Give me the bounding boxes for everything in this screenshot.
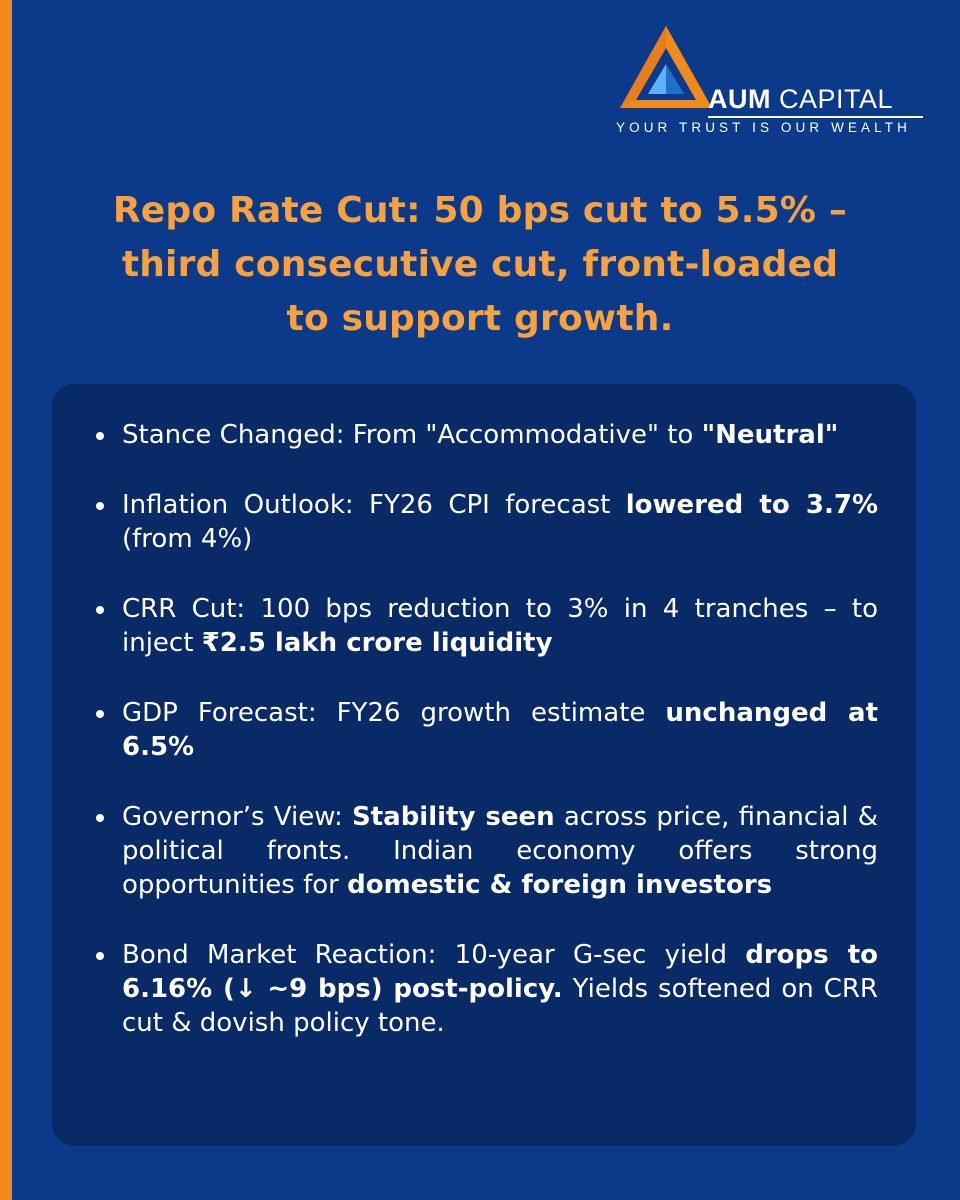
bullet-emphasis: lowered to 3.7% bbox=[625, 490, 879, 520]
aum-capital-logo: AUM CAPITAL YOUR TRUST IS OUR WEALTH bbox=[612, 24, 928, 144]
brand-name: AUM CAPITAL bbox=[708, 84, 893, 115]
brand-name-bold: AUM bbox=[708, 84, 771, 114]
key-points-card: Stance Changed: From "Accommodative" to … bbox=[52, 384, 916, 1146]
bullet-text: across price, financial & political fron… bbox=[122, 802, 879, 900]
bullet-emphasis: domestic & foreign investors bbox=[347, 870, 773, 900]
bullet-emphasis: Stability seen bbox=[352, 802, 555, 832]
bullet-emphasis: ₹2.5 lakh crore liquidity bbox=[201, 628, 553, 658]
brand-name-rest: CAPITAL bbox=[779, 84, 894, 114]
bullet-text: Governor’s View: bbox=[122, 802, 352, 832]
triangle-logo-icon bbox=[620, 26, 712, 108]
logo-divider bbox=[708, 116, 923, 118]
headline-line-2: third consecutive cut, front-loaded bbox=[121, 244, 839, 285]
bullet-item: Stance Changed: From "Accommodative" to … bbox=[96, 418, 878, 452]
bullet-emphasis: drops to 6.16% (↓ ~9 bps) post-policy. bbox=[122, 940, 879, 1004]
bullet-item: Inflation Outlook: FY26 CPI forecast low… bbox=[96, 488, 879, 556]
bullet-item: Bond Market Reaction: 10-year G-sec yiel… bbox=[96, 938, 879, 1040]
bullet-text: Inflation Outlook: FY26 CPI forecast bbox=[122, 490, 626, 520]
key-points-list: Stance Changed: From "Accommodative" to … bbox=[96, 418, 879, 1076]
headline-line-1: Repo Rate Cut: 50 bps cut to 5.5% – bbox=[112, 190, 848, 231]
bullet-text: CRR Cut: 100 bps reduction to 3% in 4 tr… bbox=[122, 594, 878, 658]
brand-tagline: YOUR TRUST IS OUR WEALTH bbox=[616, 120, 911, 135]
bullet-text: GDP Forecast: FY26 growth estimate bbox=[122, 698, 666, 728]
bullet-item: GDP Forecast: FY26 growth estimate uncha… bbox=[96, 696, 878, 764]
bullet-text: Stance Changed: From "Accommodative" to bbox=[122, 420, 702, 450]
headline-line-3: to support growth. bbox=[286, 298, 674, 339]
bullet-text: (from 4%) bbox=[122, 524, 253, 554]
headline: Repo Rate Cut: 50 bps cut to 5.5% – thir… bbox=[40, 184, 920, 346]
bullet-emphasis: unchanged at 6.5% bbox=[122, 698, 878, 762]
bullet-text: Bond Market Reaction: 10-year G-sec yiel… bbox=[122, 940, 746, 970]
bullet-text: Yields softened on CRR cut & dovish poli… bbox=[122, 974, 878, 1038]
bullet-item: CRR Cut: 100 bps reduction to 3% in 4 tr… bbox=[96, 592, 878, 660]
bullet-emphasis: "Neutral" bbox=[701, 420, 839, 450]
left-accent-bar bbox=[0, 0, 12, 1200]
bullet-item: Governor’s View: Stability seen across p… bbox=[96, 800, 879, 902]
